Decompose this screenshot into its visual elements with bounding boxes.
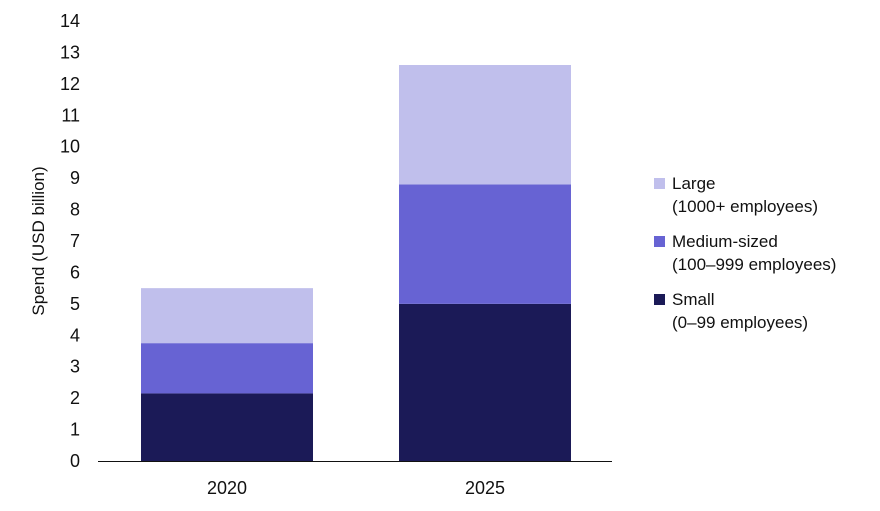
- y-tick-label-11: 11: [61, 105, 80, 125]
- y-tick-label-7: 7: [70, 231, 80, 251]
- y-tick-label-13: 13: [60, 42, 80, 62]
- y-tick-label-10: 10: [60, 137, 80, 157]
- y-tick-label-9: 9: [70, 168, 80, 188]
- bar-2020-medium-sized: [141, 343, 313, 394]
- legend-label-medium: Medium-sized: [672, 232, 778, 251]
- x-tick-label-2025: 2025: [465, 478, 505, 498]
- legend: Large (1000+ employees) Medium-sized (10…: [654, 172, 876, 346]
- legend-item-small: Small (0–99 employees): [654, 288, 876, 334]
- bar-2025-small: [399, 303, 571, 461]
- bar-2020-large: [141, 288, 313, 344]
- legend-sublabel-medium: (100–999 employees): [672, 255, 837, 274]
- x-axis-ticks: 2020 2025: [207, 478, 505, 498]
- legend-label-large: Large: [672, 174, 716, 193]
- bar-2020-small: [141, 393, 313, 461]
- y-tick-label-0: 0: [70, 451, 80, 471]
- legend-swatch-medium: [654, 236, 665, 247]
- legend-item-large: Large (1000+ employees): [654, 172, 876, 218]
- y-tick-label-4: 4: [70, 325, 80, 345]
- legend-item-medium: Medium-sized (100–999 employees): [654, 230, 876, 276]
- legend-swatch-small: [654, 294, 665, 305]
- bar-2025-large: [399, 65, 571, 185]
- y-axis-title: Spend (USD billion): [29, 166, 48, 315]
- y-tick-label-3: 3: [70, 357, 80, 377]
- y-tick-label-14: 14: [60, 11, 80, 31]
- y-tick-label-2: 2: [70, 388, 80, 408]
- legend-label-small: Small: [672, 290, 715, 309]
- bar-2025-medium-sized: [399, 184, 571, 304]
- legend-swatch-large: [654, 178, 665, 189]
- x-tick-label-2020: 2020: [207, 478, 247, 498]
- y-tick-label-6: 6: [70, 262, 80, 282]
- bars: [141, 65, 571, 461]
- legend-sublabel-small: (0–99 employees): [672, 313, 809, 332]
- y-tick-label-8: 8: [70, 200, 80, 220]
- legend-sublabel-large: (1000+ employees): [672, 197, 819, 216]
- y-tick-label-12: 12: [60, 74, 80, 94]
- y-tick-label-1: 1: [70, 420, 80, 440]
- y-tick-label-5: 5: [70, 294, 80, 314]
